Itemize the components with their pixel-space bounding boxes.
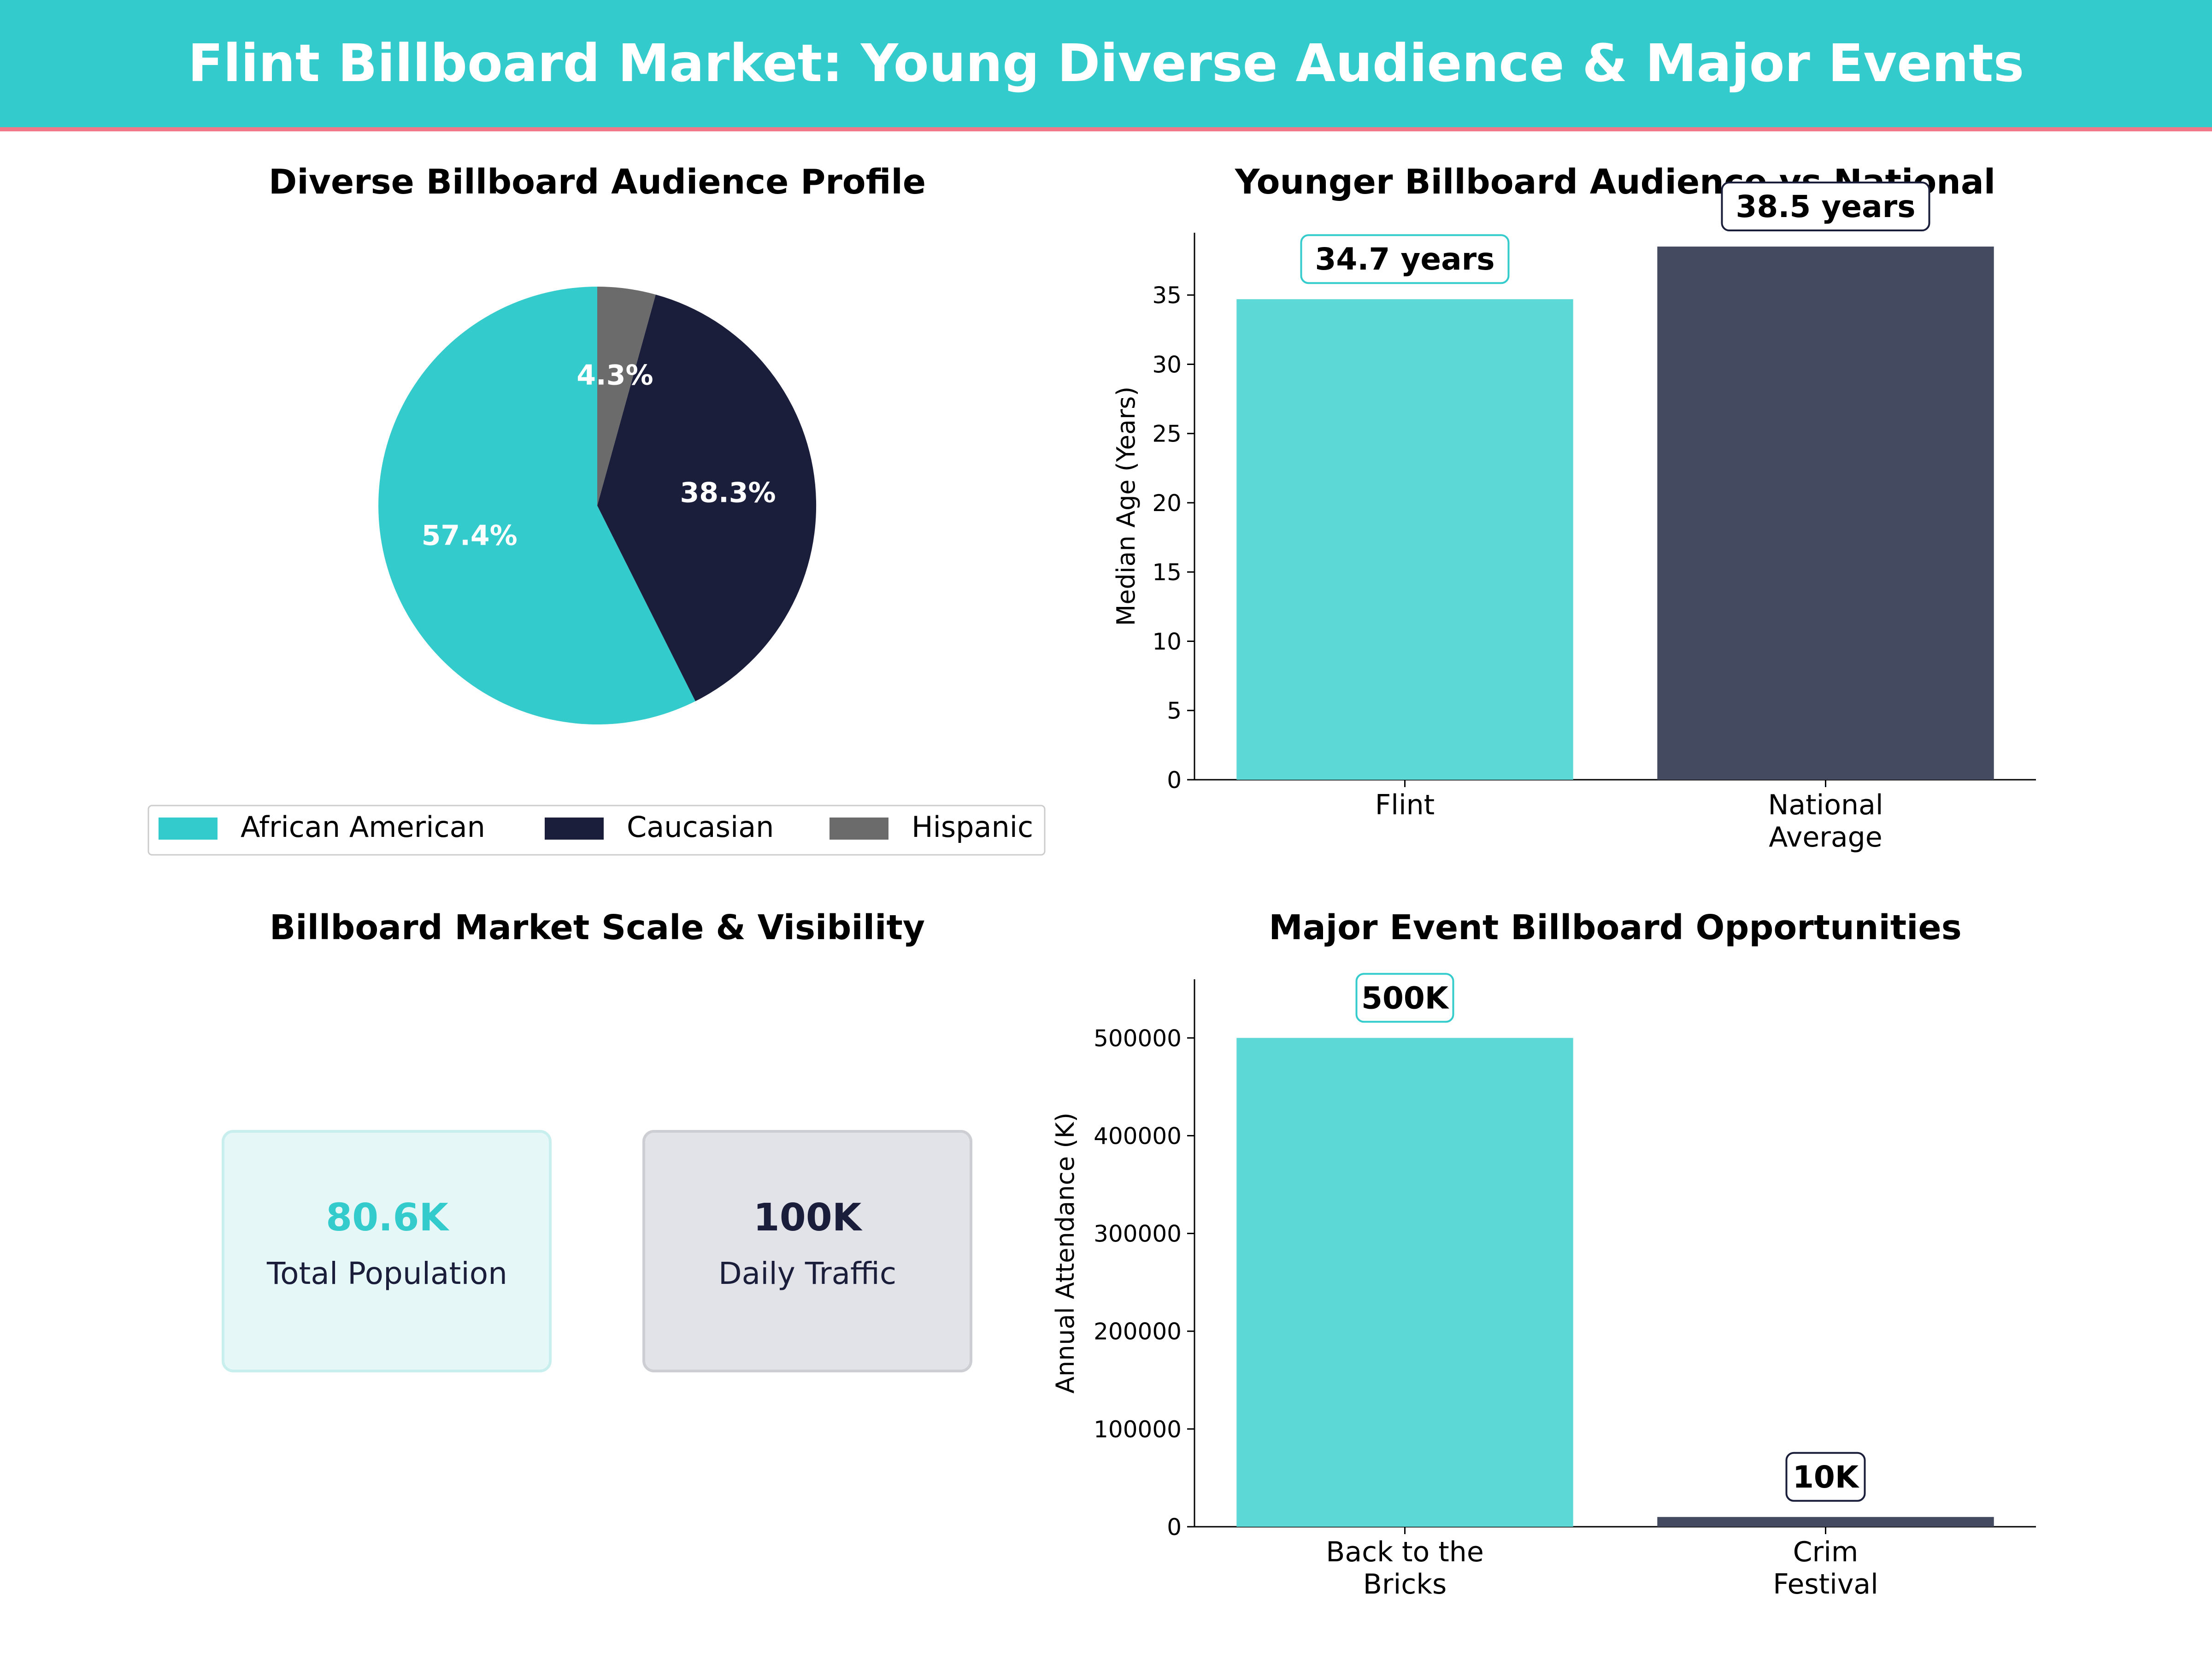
age-value-label-box [1300, 234, 1510, 284]
pie-chart-panel: Diverse Billboard Audience Profile 57.4%… [147, 162, 1046, 856]
age-ytick-label: 35 [1152, 282, 1182, 309]
age-plot-area: 0 5 10 15 20 25 30 35 Median Age (Years) Flint 34.… [1112, 182, 2036, 853]
pie-slice-african-american [378, 287, 695, 724]
event-value-label: 500K [1361, 980, 1450, 1016]
pie-label-caucasian: 38.3% [680, 477, 776, 509]
event-xtick-label: Bricks [1363, 1568, 1447, 1600]
age-ytick-label: 5 [1167, 698, 1182, 724]
pie-label-african-american: 57.4% [422, 520, 518, 552]
event-bar-chart-panel: Major Event Billboard Opportunities 0 100… [1051, 908, 2036, 1600]
market-scale-panel: Billboard Market Scale & Visibility 80.6… [222, 908, 972, 1372]
header-bar: Flint Billboard Market: Young Diverse Au… [0, 0, 2212, 131]
age-ytick-label: 25 [1152, 421, 1182, 447]
event-ytick-label: 0 [1167, 1514, 1182, 1541]
age-value-label: 34.7 years [1315, 241, 1495, 277]
age-ytick-label: 0 [1167, 767, 1182, 794]
age-xtick-label: National [1768, 789, 1883, 821]
kpi-card-population-box [222, 1130, 552, 1372]
age-value-label-box [1721, 182, 1930, 232]
age-ytick-label: 15 [1152, 559, 1182, 586]
event-xtick-label: Crim [1793, 1536, 1859, 1568]
legend-swatch-hispanic [830, 818, 888, 840]
event-ytick-label: 300000 [1094, 1221, 1182, 1247]
event-bar-back-to-the-bricks [1236, 1038, 1573, 1527]
legend-swatch-caucasian [545, 818, 604, 840]
legend-swatch-african-american [159, 818, 218, 840]
kpi-traffic-value: 100K [753, 1196, 863, 1240]
age-xtick-label: Flint [1375, 789, 1435, 821]
event-bar-crim-festival [1657, 1517, 1994, 1527]
page-title: Flint Billboard Market: Young Diverse Au… [188, 34, 2024, 94]
event-ytick-label: 400000 [1094, 1123, 1182, 1149]
kpi-card-traffic-box [642, 1130, 972, 1372]
event-y-axis-label: Annual Attendance (K) [1051, 1112, 1080, 1394]
event-xtick-label: Back to the [1326, 1536, 1484, 1568]
event-value-label: 10K [1793, 1459, 1860, 1495]
legend-label-hispanic: Hispanic [912, 810, 1033, 844]
event-value-label-box [1785, 1452, 1866, 1502]
kpi-card-population: 80.6K Total Population [222, 1130, 552, 1372]
age-y-axis-label: Median Age (Years) [1112, 387, 1141, 626]
pie-slice-caucasian [597, 294, 817, 701]
event-value-label-box [1355, 973, 1454, 1023]
market-scale-title: Billboard Market Scale & Visibility [270, 908, 925, 947]
event-ytick-label: 500000 [1094, 1025, 1182, 1052]
kpi-card-traffic: 100K Daily Traffic [642, 1130, 972, 1372]
pie-legend: African American Caucasian Hispanic [147, 805, 1046, 856]
pie-slice-hispanic [597, 287, 656, 506]
event-ytick-label: 100000 [1094, 1416, 1182, 1443]
pie-slices [378, 287, 817, 724]
age-bar-chart-panel: Younger Billboard Audience vs National 0… [1112, 162, 2036, 853]
age-value-label: 38.5 years [1736, 189, 1916, 224]
age-ytick-label: 20 [1152, 490, 1182, 517]
pie-value-labels: 57.4% 38.3% 4.3% [422, 359, 776, 552]
age-bar-flint [1236, 299, 1573, 780]
event-ytick-label: 200000 [1094, 1318, 1182, 1345]
kpi-population-value: 80.6K [326, 1196, 450, 1240]
event-chart-title: Major Event Billboard Opportunities [1269, 908, 1962, 947]
legend-label-caucasian: Caucasian [627, 810, 774, 844]
pie-label-hispanic: 4.3% [577, 359, 653, 392]
age-xtick-label: Average [1769, 821, 1882, 853]
event-xtick-label: Festival [1773, 1568, 1878, 1600]
kpi-traffic-label: Daily Traffic [718, 1256, 896, 1291]
event-plot-area: 0 100000 200000 300000 400000 500000 Annual At… [1051, 973, 2036, 1600]
age-ytick-label: 10 [1152, 628, 1182, 655]
pie-chart-title: Diverse Billboard Audience Profile [269, 162, 926, 202]
age-bar-national-average [1657, 247, 1994, 780]
legend-label-african-american: African American [241, 810, 485, 844]
kpi-population-label: Total Population [266, 1256, 507, 1291]
age-ytick-label: 30 [1152, 351, 1182, 378]
